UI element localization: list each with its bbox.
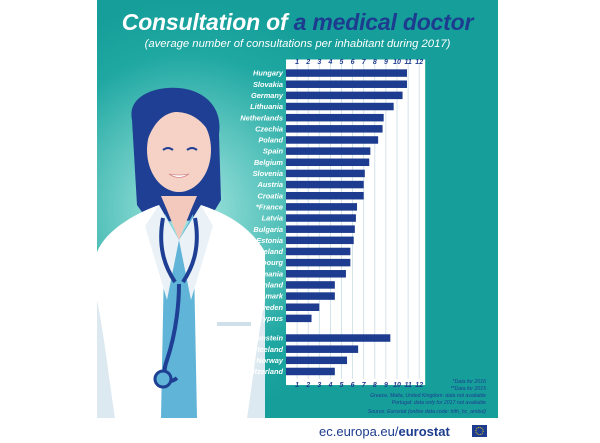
x-tick-label: 1 (295, 59, 299, 66)
category-label: Liechtenstein (235, 334, 283, 343)
doctor-illustration (97, 87, 265, 418)
x-tick-label: 7 (362, 382, 367, 389)
category-label: **Ireland (253, 247, 283, 256)
category-label: Spain (263, 147, 284, 156)
bar (286, 180, 364, 189)
bar (286, 80, 407, 88)
bar (286, 136, 379, 144)
x-tick-label: 7 (362, 59, 367, 66)
x-tick-label: 8 (373, 382, 377, 389)
category-label: Croatia (258, 191, 283, 200)
x-tick-label: 4 (327, 382, 332, 389)
category-label: *France (256, 202, 283, 211)
category-label: Bulgaria (253, 225, 283, 234)
bar (286, 281, 335, 289)
category-label: Czechia (255, 124, 283, 133)
category-label: Netherlands (240, 113, 283, 122)
x-tick-label: 12 (415, 59, 423, 66)
bar (286, 225, 355, 233)
category-label: Sweden (255, 303, 283, 312)
x-tick-label: 11 (404, 382, 411, 389)
category-label: Cyprus (258, 314, 283, 323)
x-tick-label: 2 (305, 59, 310, 66)
bar (286, 102, 394, 111)
category-label: Belgium (254, 158, 284, 167)
category-label: Lithuania (250, 102, 283, 111)
category-label: Denmark (251, 292, 284, 301)
bar (286, 334, 391, 342)
bar (286, 236, 354, 245)
bar (286, 356, 348, 365)
bar (286, 169, 365, 178)
bar (286, 345, 359, 353)
chart-subtitle: (average number of consultations per inh… (144, 38, 451, 50)
category-label: Switzerland (242, 367, 284, 376)
category-label: Hungary (253, 69, 284, 78)
title-part-2: a medical doctor (293, 9, 474, 35)
eu-flag-icon (472, 425, 487, 437)
x-tick-label: 10 (393, 382, 401, 389)
x-tick-label: 5 (340, 382, 344, 389)
x-tick-label: 4 (327, 59, 332, 66)
bar-chart: 1 2 3 4 5 6 7 8 9 10 11 121 2 3 4 5 6 7 8 9 10 11 12HungarySlo… (235, 59, 426, 389)
source-note: Source: Eurostat (online data code: hlth… (367, 409, 486, 415)
category-label: Norway (256, 356, 284, 365)
infographic-panel: Consultation of a medical doctor (averag… (97, 0, 498, 418)
note-portugal: Portugal: data only for 2017 not availab… (391, 400, 486, 406)
bar (286, 303, 320, 311)
x-tick-label: 3 (317, 382, 321, 389)
category-label: Latvia (262, 214, 283, 223)
x-tick-label: 6 (351, 59, 355, 66)
x-tick-label: 11 (404, 59, 411, 66)
x-tick-label: 5 (340, 59, 344, 66)
category-label: **Iceland (252, 345, 284, 354)
x-tick-label: 10 (393, 59, 401, 66)
note-2015: **Data for 2015 (450, 386, 486, 392)
bar (286, 258, 351, 267)
category-label: Slovakia (253, 80, 283, 89)
category-label: Romania (252, 269, 283, 278)
category-label: Germany (251, 91, 284, 100)
footer-site: ec.europa.eu/ (319, 424, 399, 439)
bar (286, 270, 346, 278)
note-2016: *Data for 2016 (452, 379, 486, 385)
x-tick-label: 6 (351, 382, 355, 389)
bar (286, 191, 364, 200)
bar (286, 91, 403, 100)
category-label: Finland (257, 281, 284, 290)
bar (286, 113, 384, 122)
x-tick-label: 2 (305, 382, 310, 389)
bar (286, 367, 335, 376)
category-label: Austria (257, 180, 283, 189)
note-not-available: Greece, Malta, United Kingdom: data not … (370, 393, 486, 399)
x-tick-label: 12 (415, 382, 423, 389)
bar (286, 292, 335, 300)
x-tick-label: 1 (295, 382, 299, 389)
bar (286, 203, 358, 211)
x-tick-label: 9 (384, 382, 388, 389)
category-label: Slovenia (253, 169, 283, 178)
category-label: Luxembourg (238, 258, 283, 267)
category-label: Poland (258, 136, 283, 145)
bar (286, 247, 351, 256)
bar (286, 69, 407, 77)
category-label: Estonia (256, 236, 283, 245)
footer-link[interactable]: ec.europa.eu/eurostat (319, 424, 450, 439)
bar (286, 158, 370, 167)
chart-title: Consultation of a medical doctor (97, 8, 498, 36)
x-tick-label: 3 (317, 59, 321, 66)
bar (286, 214, 356, 222)
bar (286, 147, 371, 155)
x-tick-label: 8 (373, 59, 377, 66)
footer-brand: eurostat (398, 424, 450, 439)
x-tick-label: 9 (384, 59, 388, 66)
title-part-1: Consultation of (121, 9, 288, 35)
bar (286, 314, 312, 323)
plot-area (286, 59, 426, 386)
bar (286, 125, 383, 133)
